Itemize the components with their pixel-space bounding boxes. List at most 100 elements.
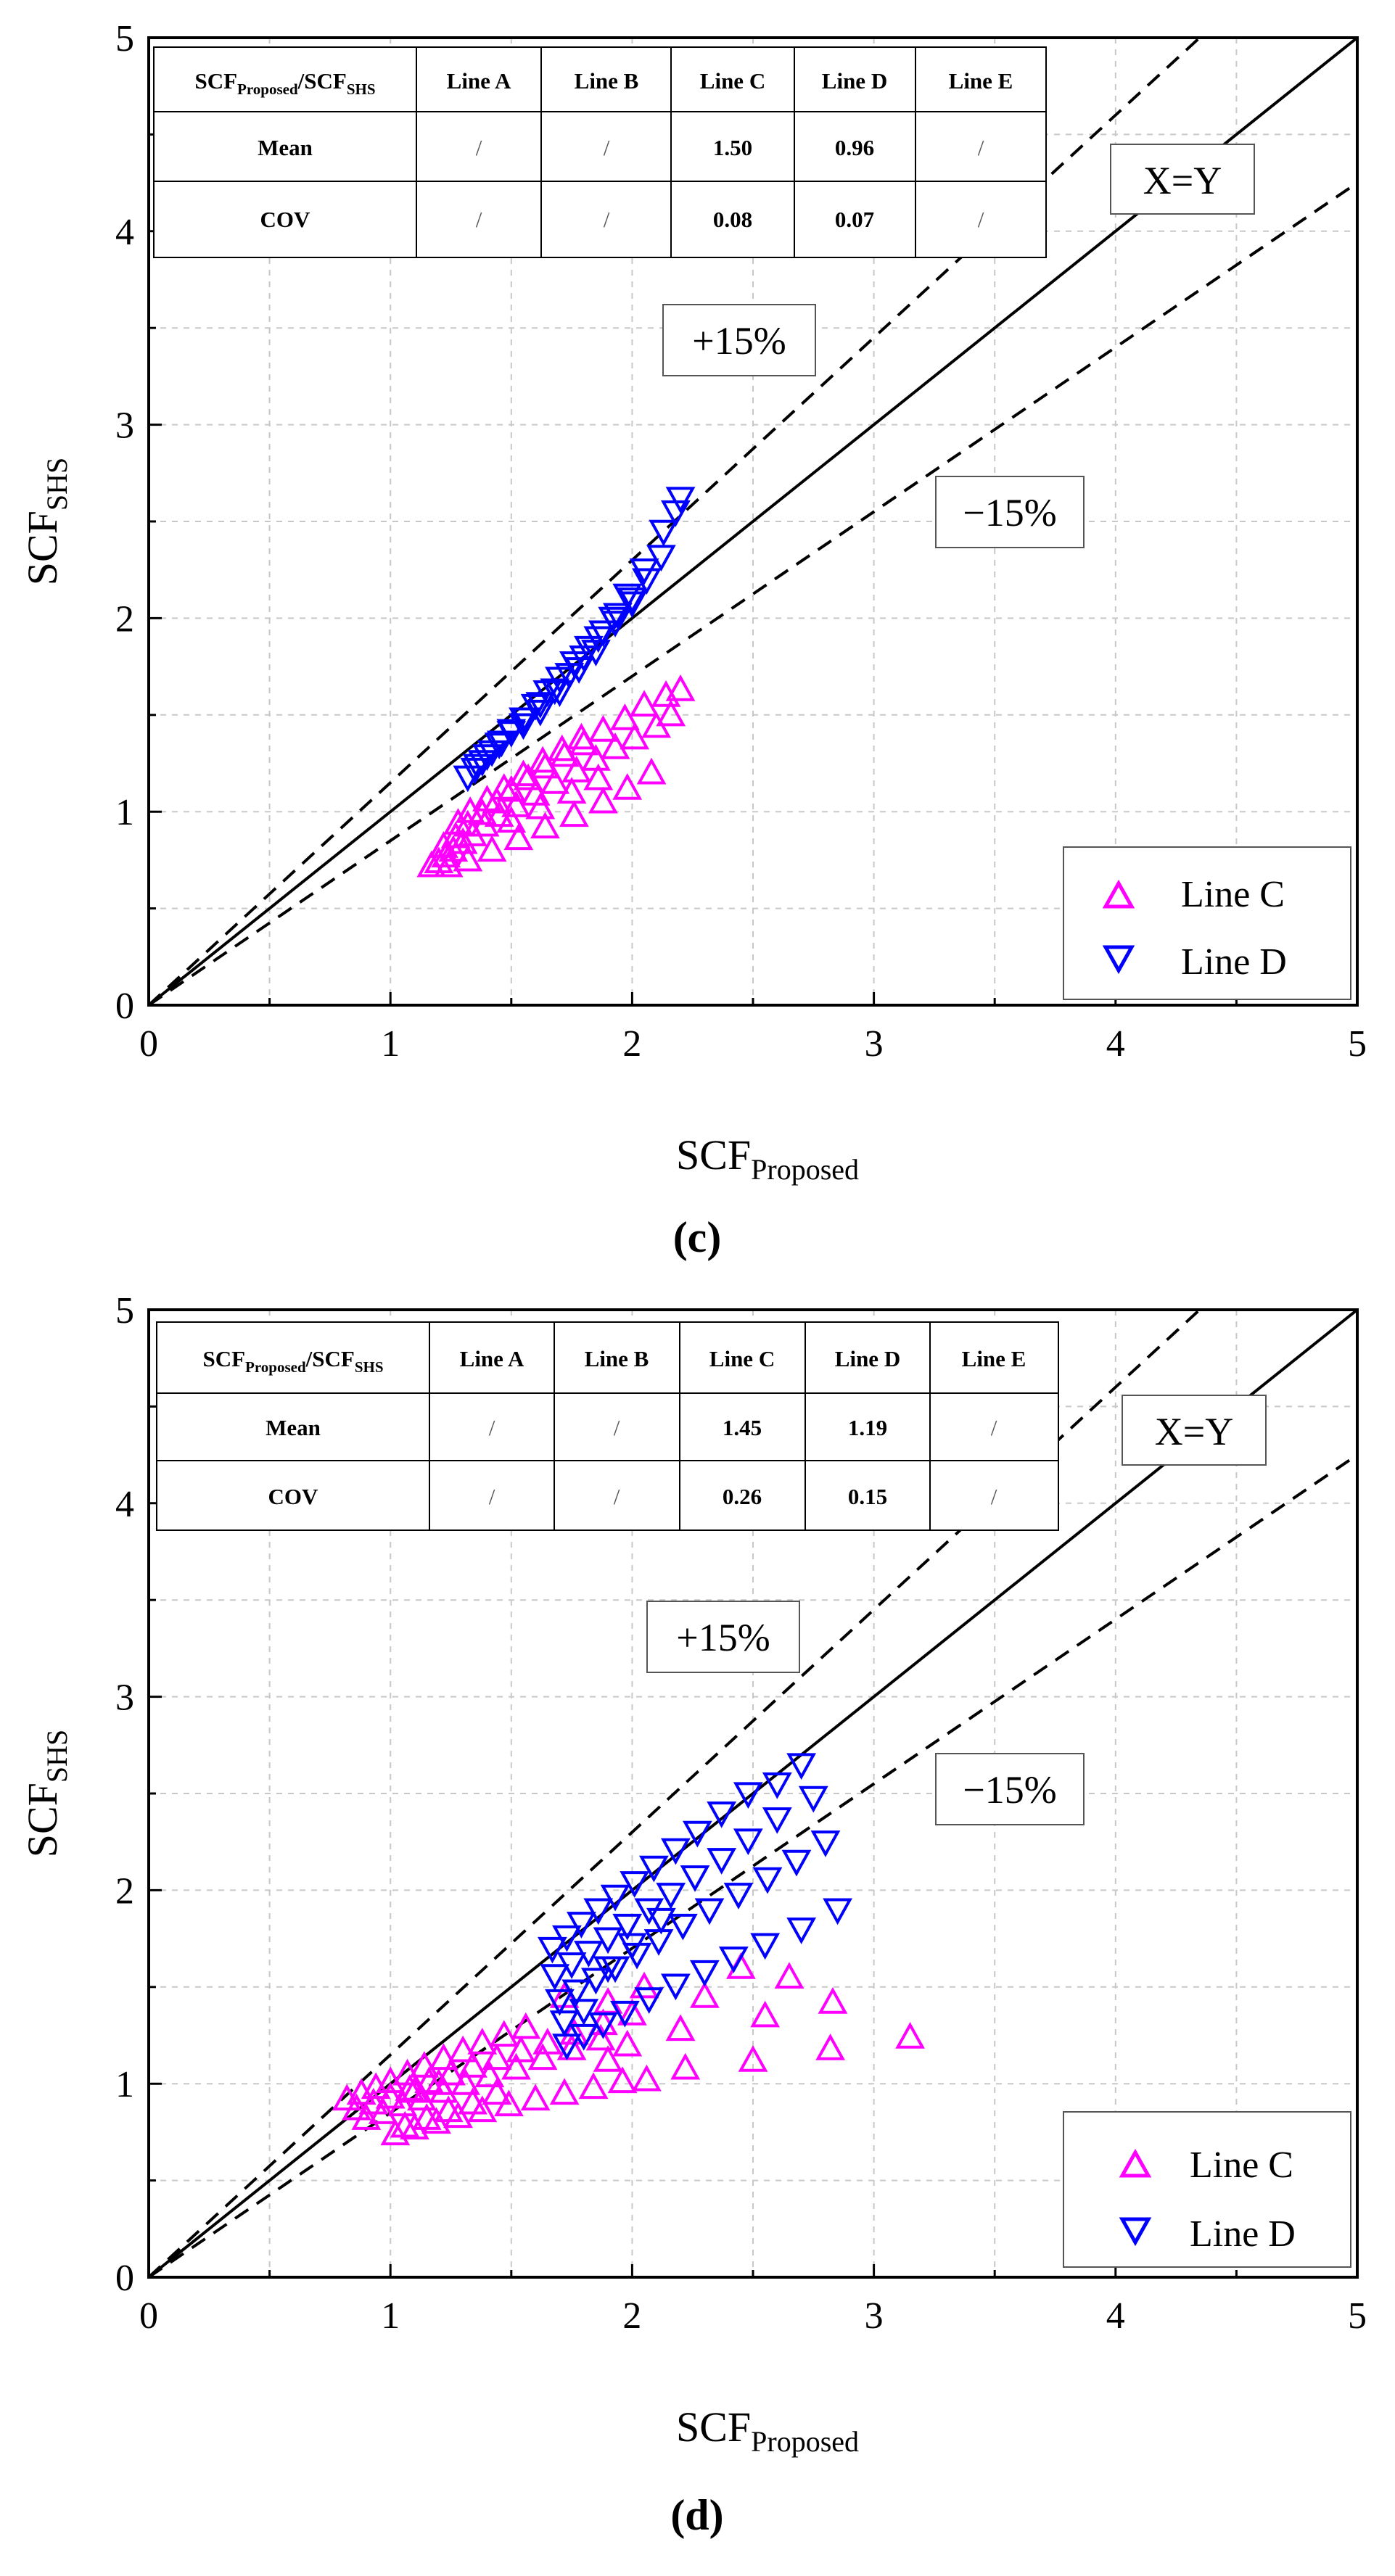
- table-cell: 1.19: [848, 1415, 887, 1440]
- y-tick-label: 5: [115, 18, 134, 59]
- data-point-line-c: [506, 2035, 536, 2063]
- table-cell: 0.07: [835, 207, 874, 232]
- data-point-line-c: [509, 759, 538, 787]
- y-tick-label: 3: [115, 1677, 134, 1719]
- x-tick-label: 0: [139, 1023, 158, 1065]
- data-point-line-c: [895, 2022, 925, 2049]
- legend-label-line-d: Line D: [1190, 2213, 1296, 2255]
- y-axis-title-d: SCFSHS: [19, 1730, 73, 1858]
- panel-label-c: (c): [673, 1213, 722, 1261]
- svg-text:X=Y: X=Y: [1143, 159, 1222, 202]
- data-point-line-d: [680, 1865, 710, 1892]
- data-point-line-d: [810, 1830, 841, 1857]
- table-cell: 1.50: [713, 135, 752, 160]
- table-column-header: Line B: [585, 1346, 649, 1371]
- data-point-line-d: [723, 1883, 754, 1910]
- data-point-line-c: [585, 2023, 616, 2051]
- data-point-line-d: [567, 1912, 596, 1939]
- data-point-line-d: [472, 744, 502, 771]
- data-point-line-c: [380, 2118, 411, 2146]
- table-cell: /: [978, 135, 984, 160]
- table-cell: /: [614, 1484, 620, 1509]
- data-point-line-c: [429, 2043, 458, 2071]
- table-row-label: Mean: [258, 135, 313, 160]
- data-point-line-c: [578, 2072, 609, 2100]
- table-column-header: Line C: [709, 1346, 775, 1371]
- data-point-line-d: [656, 1883, 686, 1910]
- svg-text:+15%: +15%: [676, 1616, 770, 1659]
- annotation-minus15-c: −15%: [935, 476, 1085, 548]
- x-tick-label: 2: [622, 2295, 641, 2337]
- data-point-line-d: [581, 640, 611, 666]
- data-point-line-d: [798, 1786, 828, 1813]
- data-point-line-d: [646, 545, 676, 572]
- table-column-header: Line D: [835, 1346, 900, 1371]
- data-point-line-c: [443, 2101, 473, 2129]
- data-point-line-c: [458, 2087, 487, 2115]
- data-point-line-d: [682, 1820, 712, 1848]
- data-point-line-d: [583, 626, 614, 653]
- data-point-line-c: [448, 2035, 478, 2063]
- data-point-line-c: [436, 2058, 466, 2086]
- data-point-line-c: [400, 2076, 429, 2103]
- axis-ticks-c: 0 1 2 3 4 5 0 1 2 3 4 5: [115, 18, 1367, 1065]
- data-point-line-d: [707, 1848, 737, 1875]
- table-cell: 0.26: [723, 1484, 762, 1509]
- data-point-line-d: [786, 1917, 817, 1944]
- annotation-minus15-d: −15%: [935, 1753, 1085, 1825]
- data-point-line-d: [762, 1807, 792, 1834]
- data-point-line-c: [433, 850, 464, 878]
- data-point-line-d: [665, 487, 696, 514]
- data-point-line-d: [603, 603, 633, 630]
- data-point-line-d: [634, 1987, 664, 2014]
- svg-text:X=Y: X=Y: [1155, 1410, 1233, 1453]
- data-point-line-c: [629, 1971, 659, 1999]
- data-marks-c: [416, 487, 696, 878]
- data-point-line-d: [496, 721, 527, 748]
- data-point-line-c: [390, 2110, 420, 2138]
- data-point-line-d: [612, 1913, 643, 1941]
- data-point-line-c: [458, 2051, 487, 2078]
- data-point-line-d: [484, 732, 514, 759]
- data-point-line-c: [503, 823, 534, 851]
- x-tick-label: 2: [622, 1023, 641, 1065]
- data-point-line-c: [407, 2084, 437, 2111]
- data-point-line-c: [738, 2045, 768, 2072]
- legend-marker-line-d: [1102, 945, 1135, 975]
- data-point-line-d: [629, 558, 659, 585]
- data-point-line-c: [411, 2103, 442, 2130]
- data-point-line-d: [525, 692, 556, 719]
- table-column-header: Line A: [460, 1346, 524, 1371]
- annotation-plus15-d: +15%: [646, 1601, 800, 1673]
- data-point-line-c: [583, 763, 614, 790]
- data-point-line-d: [552, 2034, 582, 2060]
- data-point-line-c: [395, 2074, 425, 2101]
- data-point-line-c: [549, 2078, 580, 2105]
- stats-table-d: SCFProposed/SCFSHS Line A Line B Line C …: [156, 1321, 1059, 1531]
- data-point-line-c: [489, 2020, 519, 2047]
- data-point-line-c: [620, 722, 650, 750]
- data-point-line-d: [538, 1936, 567, 1964]
- y-tick-label: 2: [115, 598, 134, 640]
- x-tick-label: 0: [139, 2295, 158, 2337]
- reference-line-15pct: [149, 181, 1357, 1005]
- data-point-line-d: [600, 611, 630, 637]
- data-point-line-d: [549, 2010, 580, 2037]
- x-tick-label: 3: [865, 2295, 884, 2337]
- y-tick-label: 0: [115, 2258, 134, 2299]
- y-tick-label: 5: [115, 1290, 134, 1332]
- y-tick-label: 3: [115, 405, 134, 447]
- data-point-line-d: [552, 1925, 582, 1952]
- table-cell: /: [476, 207, 482, 232]
- data-point-line-d: [564, 657, 594, 684]
- table-cell: 0.96: [835, 135, 874, 160]
- table-cell: 0.08: [713, 207, 752, 232]
- table-cell: /: [604, 135, 610, 160]
- data-point-line-c: [588, 786, 618, 814]
- data-point-line-d: [509, 713, 538, 740]
- data-point-line-d: [617, 587, 647, 614]
- legend-marker-line-d: [1119, 2217, 1152, 2247]
- data-point-line-c: [540, 767, 570, 794]
- legend-c: Line C Line D: [1063, 846, 1351, 1000]
